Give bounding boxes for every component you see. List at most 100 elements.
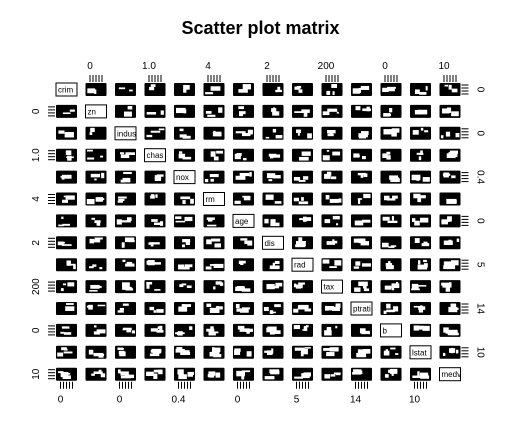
scatter-gap-rm-lstat-0 [418, 195, 426, 199]
scatter-gap-dis-rad-2 [298, 237, 303, 242]
scatter-gap-age-black-0 [382, 216, 390, 221]
scatter-gap-medv-rad-3 [294, 376, 303, 379]
scatter-gap-indus-rad-2 [296, 129, 302, 134]
scatter-gap-dis-chas-1 [150, 244, 154, 247]
scatter-gap-tax-lstat-3 [411, 283, 419, 289]
scatter-gap-age-medv-1 [447, 216, 452, 222]
scatter-gap-indus-zn-1 [89, 132, 93, 135]
scatter-gap-black-indus-3 [131, 330, 135, 334]
scatter-gap-age-lstat-1 [411, 218, 416, 222]
scatter-gap-ptratio-age-2 [236, 308, 242, 312]
scatter-panel-chas-lstat [410, 148, 431, 162]
scatter-gap-crim-zn-1 [94, 89, 97, 94]
scatter-gap-rad-chas-1 [147, 260, 155, 266]
scatter-gap-rm-indus-1 [117, 196, 127, 199]
scatter-gap-rad-age-2 [238, 260, 243, 265]
right-tick-label-rad: 5 [475, 262, 486, 268]
scatter-gap-age-indus-2 [121, 220, 131, 223]
scatter-gap-chas-age-1 [234, 153, 241, 160]
scatter-panel-rad-age [233, 258, 254, 272]
scatter-gap-nox-indus-0 [122, 177, 131, 183]
scatter-gap-lstat-black-2 [383, 350, 390, 356]
scatter-gap-rad-medv-3 [443, 261, 452, 267]
scatter-gap-zn-tax-0 [336, 111, 339, 114]
scatter-gap-rm-black-1 [392, 195, 398, 199]
bottom-tick-label-rad: 5 [294, 395, 300, 406]
scatter-gap-chas-lstat-0 [418, 156, 422, 161]
diagonal-label-indus: indus [117, 129, 136, 138]
scatter-gap-rm-lstat-2 [417, 197, 422, 203]
scatter-gap-dis-indus-2 [128, 239, 135, 243]
scatter-gap-chas-ptratio-2 [353, 153, 360, 158]
scatter-gap-dis-rad-1 [295, 241, 306, 247]
scatter-gap-rm-tax-2 [329, 198, 339, 203]
scatter-gap-tax-zn-1 [89, 290, 98, 292]
scatter-gap-chas-black-1 [382, 153, 388, 158]
scatter-gap-black-tax-2 [326, 326, 332, 332]
scatter-gap-lstat-rm-1 [211, 347, 215, 353]
scatter-gap-rad-black-0 [385, 263, 390, 267]
scatter-panel-tax-crim [56, 280, 77, 294]
scatter-gap-dis-ptratio-1 [353, 238, 359, 243]
scatter-gap-medv-zn-3 [100, 373, 106, 378]
scatter-gap-age-lstat-0 [414, 220, 420, 226]
scatter-gap-rad-tax-1 [329, 266, 337, 269]
scatter-gap-tax-age-1 [236, 286, 245, 291]
scatter-gap-lstat-dis-2 [267, 350, 272, 355]
scatter-gap-age-tax-1 [332, 215, 340, 220]
scatter-gap-medv-crim-1 [60, 371, 69, 378]
scatter-gap-age-chas-1 [151, 219, 158, 222]
scatter-panel-rm-indus [115, 192, 136, 206]
scatter-gap-tax-indus-0 [122, 282, 130, 288]
scatter-gap-indus-age-1 [235, 131, 246, 134]
scatter-gap-medv-age-1 [241, 370, 251, 373]
scatter-gap-rm-tax-0 [325, 195, 330, 200]
scatter-gap-indus-age-2 [241, 133, 251, 137]
scatter-gap-nox-age-1 [249, 172, 252, 177]
scatter-panel-black-indus [115, 323, 136, 337]
scatter-panel-black-zn [85, 323, 107, 337]
scatter-gap-medv-zn-0 [98, 369, 102, 373]
scatter-gap-tax-medv-0 [442, 284, 450, 288]
scatter-gap-rad-zn-0 [99, 267, 103, 270]
scatter-gap-black-rad-2 [293, 325, 300, 330]
scatter-gap-tax-dis-1 [270, 286, 280, 289]
scatter-gap-black-dis-2 [272, 330, 281, 335]
bottom-tick-label-nox: 0.4 [172, 395, 186, 406]
scatter-gap-nox-dis-1 [268, 179, 273, 182]
scatter-gap-rad-age-0 [242, 260, 246, 264]
diagonal-label-dis: dis [265, 239, 275, 248]
scatter-gap-chas-zn-1 [87, 157, 95, 160]
scatter-panel-indus-zn [85, 126, 107, 140]
scatter-gap-nox-crim-2 [60, 176, 65, 178]
scatter-gap-chas-medv-2 [448, 152, 458, 158]
scatter-gap-tax-medv-1 [441, 282, 451, 286]
bottom-tick-label-lstat: 10 [409, 395, 421, 406]
scatter-gap-lstat-tax-1 [323, 347, 332, 351]
scatter-gap-ptratio-chas-1 [156, 309, 164, 313]
scatter-gap-zn-lstat-2 [417, 109, 428, 115]
scatter-gap-medv-crim-2 [58, 371, 64, 374]
scatter-gap-tax-dis-2 [275, 282, 283, 287]
scatter-gap-age-dis-1 [264, 218, 269, 224]
scatter-gap-dis-zn-1 [92, 239, 101, 243]
diagonal-cell-zn [85, 104, 107, 119]
scatter-gap-zn-rad-2 [301, 109, 310, 113]
scatter-gap-nox-zn-0 [90, 173, 101, 178]
scatter-gap-age-crim-0 [62, 223, 70, 226]
diagonal-label-age: age [235, 217, 249, 226]
top-tick-label-chas: 1.0 [142, 61, 156, 72]
scatter-gap-crim-rm-1 [205, 92, 214, 95]
diagonal-label-crim: crim [58, 86, 73, 95]
scatter-gap-rm-indus-2 [117, 200, 123, 203]
scatter-panel-chas-crim [56, 148, 77, 162]
scatter-gap-nox-black-2 [389, 175, 399, 180]
scatter-gap-zn-rm-2 [205, 111, 212, 114]
scatter-gap-medv-chas-0 [146, 371, 154, 376]
scatter-panel-rad-crim [56, 258, 77, 272]
scatter-gap-age-ptratio-0 [361, 219, 371, 223]
scatter-panel-ptratio-chas [144, 302, 166, 315]
scatter-panel-dis-nox [174, 236, 195, 250]
top-tick-label-medv: 10 [438, 61, 450, 72]
